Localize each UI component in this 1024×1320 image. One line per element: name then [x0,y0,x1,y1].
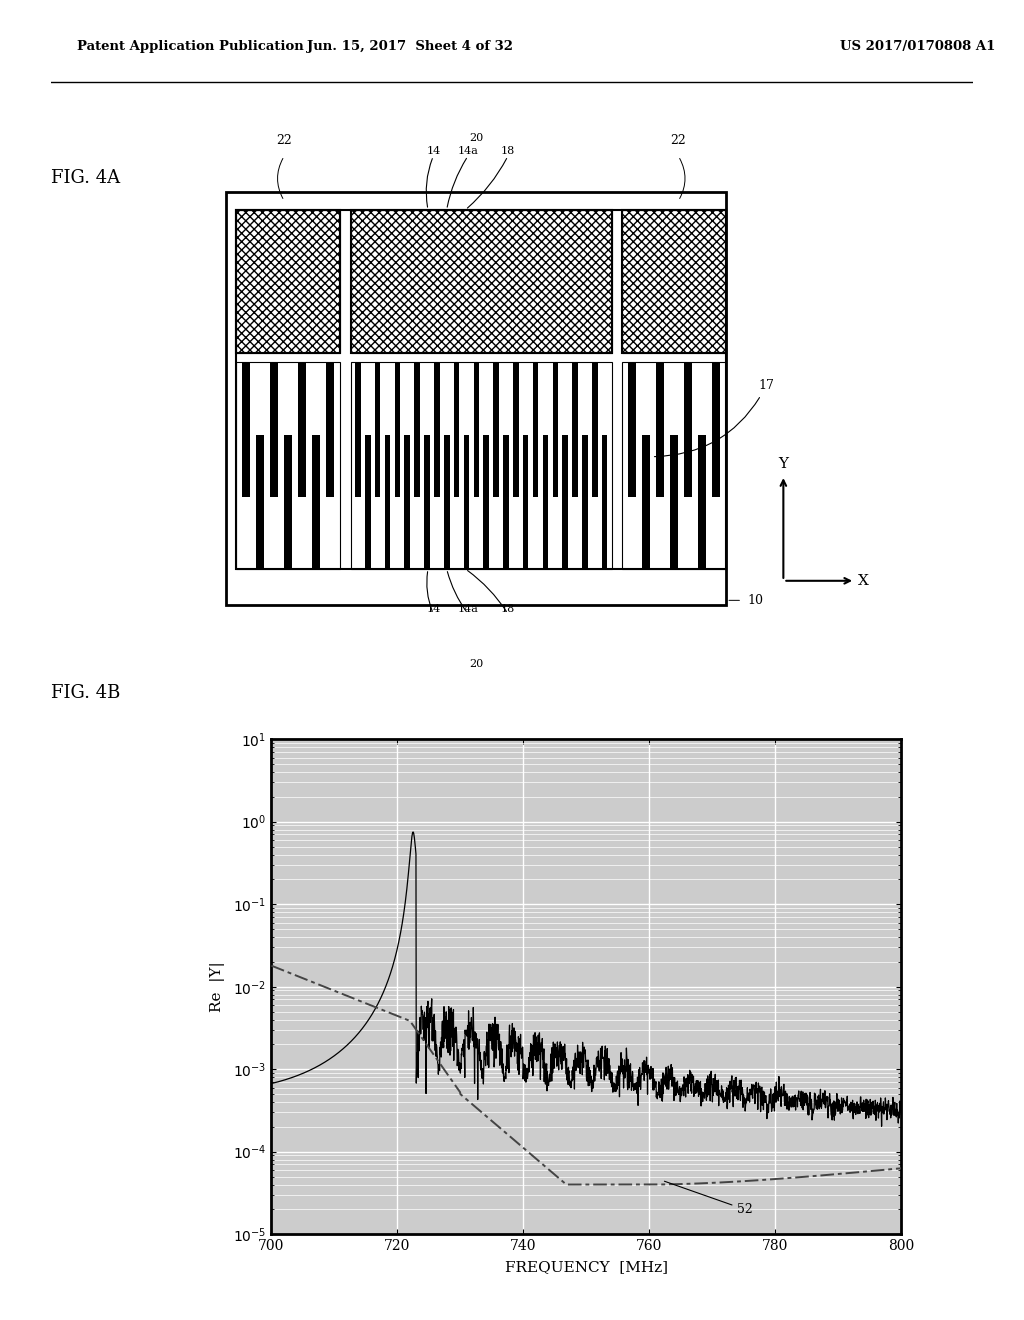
Bar [656,363,665,496]
Text: X: X [858,574,869,587]
Bar [375,363,381,496]
Text: 22: 22 [276,135,292,147]
Bar [385,434,390,569]
Text: 52: 52 [665,1181,753,1216]
Bar [415,363,420,496]
Bar [698,434,707,569]
Bar [284,434,293,569]
Bar [582,434,588,569]
Bar [623,210,726,354]
Bar [237,210,340,354]
Text: 17: 17 [654,379,774,457]
Bar [523,434,528,569]
Bar [424,434,430,569]
Text: Patent Application Publication: Patent Application Publication [77,40,303,53]
Bar [670,434,679,569]
Bar [351,363,611,569]
Text: FIG. 4B: FIG. 4B [51,684,121,702]
Bar [444,434,450,569]
Bar [623,363,726,569]
Bar [553,363,558,496]
Text: 20: 20 [469,659,483,669]
Bar [365,434,371,569]
Bar [351,210,611,354]
Text: Jun. 15, 2017  Sheet 4 of 32: Jun. 15, 2017 Sheet 4 of 32 [306,40,513,53]
Bar [312,434,321,569]
Text: FIG. 4A: FIG. 4A [51,169,121,187]
Bar [562,434,568,569]
Bar [503,434,509,569]
Bar [355,363,360,496]
Bar [628,363,636,496]
Bar [394,363,400,496]
Text: 18: 18 [501,603,515,614]
Text: Y: Y [778,457,788,471]
Text: 14: 14 [426,603,440,614]
Bar [713,363,721,496]
Text: US 2017/0170808 A1: US 2017/0170808 A1 [840,40,995,53]
Bar [298,363,306,496]
Bar [602,434,607,569]
Bar [237,210,340,354]
Bar [543,434,548,569]
X-axis label: FREQUENCY  [MHz]: FREQUENCY [MHz] [505,1261,668,1274]
Bar [464,434,469,569]
Bar [434,363,439,496]
Bar [642,434,650,569]
Text: 14a: 14a [458,603,478,614]
Bar [351,210,611,354]
Bar [473,363,479,496]
Bar [242,363,250,496]
Y-axis label: Re  |Y|: Re |Y| [210,961,224,1012]
Text: 14a: 14a [458,147,478,156]
Bar [494,363,499,496]
Bar [623,210,726,354]
Text: 14: 14 [426,147,440,156]
Bar [684,363,692,496]
Text: 18: 18 [501,147,515,156]
Bar [237,363,340,569]
Bar [454,363,460,496]
Bar [270,363,279,496]
Text: 22: 22 [671,135,686,147]
Bar [256,434,264,569]
Bar [592,363,598,496]
Text: 10: 10 [748,594,764,607]
Text: 20: 20 [469,132,483,143]
Bar [532,363,539,496]
Bar [404,434,410,569]
Bar [327,363,335,496]
Bar [513,363,518,496]
Bar [483,434,489,569]
Bar [237,210,726,569]
Bar [572,363,578,496]
